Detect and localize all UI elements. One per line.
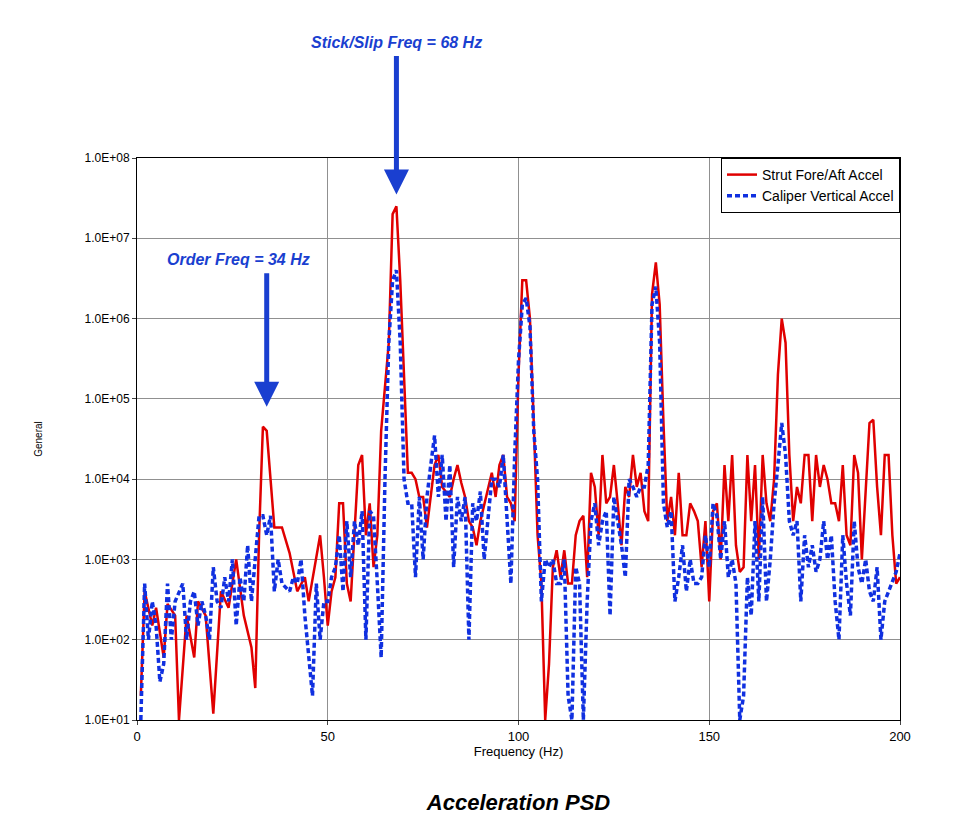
svg-text:General: General [33,421,44,457]
svg-text:1.0E+07: 1.0E+07 [85,231,130,245]
svg-text:Stick/Slip Freq = 68 Hz: Stick/Slip Freq = 68 Hz [311,34,482,51]
svg-text:Strut Fore/Aft Accel: Strut Fore/Aft Accel [762,167,883,183]
svg-text:Caliper Vertical Accel: Caliper Vertical Accel [762,188,894,204]
svg-text:1.0E+03: 1.0E+03 [85,553,130,567]
svg-text:50: 50 [321,729,335,744]
svg-text:200: 200 [889,729,911,744]
svg-text:1.0E+02: 1.0E+02 [85,633,130,647]
svg-text:Order Freq = 34 Hz: Order Freq = 34 Hz [167,251,310,268]
svg-text:1.0E+04: 1.0E+04 [85,472,130,486]
svg-text:Acceleration PSD: Acceleration PSD [426,790,611,815]
svg-text:Frequency (Hz): Frequency (Hz) [474,744,564,759]
svg-text:1.0E+08: 1.0E+08 [85,151,130,165]
svg-text:1.0E+01: 1.0E+01 [85,713,130,727]
svg-text:0: 0 [133,729,140,744]
svg-text:100: 100 [508,729,530,744]
svg-text:150: 150 [698,729,720,744]
svg-text:1.0E+06: 1.0E+06 [85,312,130,326]
svg-text:1.0E+05: 1.0E+05 [85,392,130,406]
